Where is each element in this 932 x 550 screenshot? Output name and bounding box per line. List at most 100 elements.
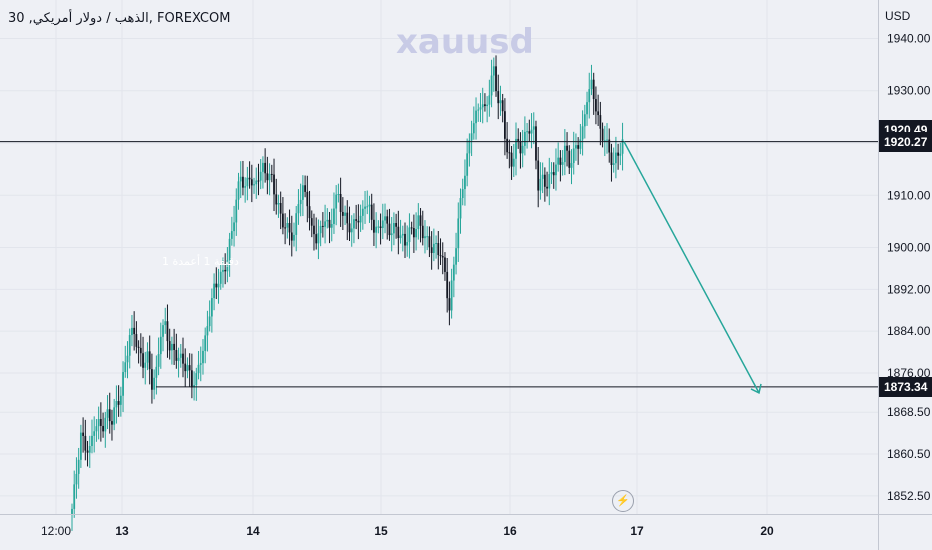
candle-body bbox=[406, 242, 409, 246]
candle-body bbox=[390, 233, 393, 236]
candle-body bbox=[284, 227, 287, 229]
candle-body bbox=[459, 198, 462, 219]
candle-body bbox=[415, 229, 417, 238]
candle-body bbox=[266, 173, 269, 181]
candle-body bbox=[444, 257, 446, 272]
lightning-icon[interactable]: ⚡ bbox=[612, 490, 634, 512]
x-tick-label: 13 bbox=[115, 524, 129, 538]
candle-body bbox=[439, 255, 442, 257]
x-tick-label: 12:00 bbox=[41, 524, 71, 538]
candle-body bbox=[606, 139, 608, 141]
candle-body bbox=[419, 215, 422, 226]
candle-body bbox=[159, 336, 162, 355]
candle-body bbox=[515, 138, 517, 159]
candle-body bbox=[450, 280, 453, 311]
candle-body bbox=[199, 363, 202, 365]
candle-body bbox=[177, 357, 180, 361]
y-tick-label: 1852.50 bbox=[887, 489, 931, 503]
candle-body bbox=[563, 145, 566, 163]
candle-body bbox=[184, 363, 187, 372]
candle-body bbox=[84, 435, 87, 451]
candle-body bbox=[572, 148, 575, 164]
candle-body bbox=[122, 372, 124, 396]
candle-body bbox=[86, 450, 89, 453]
candle-body bbox=[330, 224, 333, 228]
candle-body bbox=[326, 219, 329, 222]
candle-body bbox=[144, 362, 147, 368]
candle-body bbox=[131, 327, 133, 336]
candle-body bbox=[617, 152, 620, 156]
candle-body bbox=[124, 362, 127, 373]
candle-body bbox=[179, 353, 182, 358]
candle-body bbox=[479, 107, 482, 110]
candle-body bbox=[361, 208, 364, 216]
candle-body bbox=[233, 222, 235, 232]
candle-body bbox=[155, 366, 158, 378]
candle-body bbox=[115, 401, 118, 408]
candle-body bbox=[308, 206, 311, 219]
symbol-title[interactable]: الذهب / دولار أمريكي, 30, FOREXCOM bbox=[8, 11, 231, 26]
candle-body bbox=[106, 409, 109, 418]
candle-body bbox=[239, 176, 242, 182]
y-tick-label: 1900.00 bbox=[887, 241, 931, 255]
candle-body bbox=[157, 354, 160, 367]
candle-body bbox=[293, 234, 295, 241]
candle-body bbox=[246, 177, 249, 187]
candle-body bbox=[175, 350, 178, 361]
candle-body bbox=[162, 325, 164, 337]
candle-body bbox=[182, 353, 184, 364]
candle-body bbox=[393, 223, 395, 234]
candle-body bbox=[381, 220, 384, 228]
candle-body bbox=[370, 204, 373, 220]
candle-body bbox=[104, 417, 107, 432]
candle-body bbox=[117, 401, 120, 405]
horizontal-lines bbox=[0, 141, 878, 388]
candle-body bbox=[228, 238, 231, 261]
candle-body bbox=[341, 211, 344, 216]
candle-body bbox=[186, 365, 189, 372]
candle-body bbox=[219, 271, 222, 284]
candle-body bbox=[346, 212, 349, 224]
candle-body bbox=[213, 283, 215, 299]
candle-body bbox=[217, 283, 220, 288]
candle-body bbox=[366, 206, 369, 208]
candle-body bbox=[297, 204, 300, 214]
candle-body bbox=[610, 152, 613, 165]
y-tick-label: 1884.00 bbox=[887, 324, 931, 338]
candle-body bbox=[315, 234, 318, 244]
candle-body bbox=[421, 225, 424, 239]
y-tick-label: 1940.00 bbox=[887, 31, 931, 45]
candle-body bbox=[210, 298, 213, 317]
candle-body bbox=[197, 364, 200, 374]
candle-body bbox=[355, 219, 358, 221]
candle-body bbox=[353, 219, 355, 229]
x-tick-label: 17 bbox=[630, 524, 644, 538]
candle-body bbox=[492, 66, 495, 76]
candle-body bbox=[535, 126, 537, 161]
candle-body bbox=[333, 208, 335, 225]
candle-body bbox=[250, 179, 253, 186]
x-tick-label: 16 bbox=[503, 524, 517, 538]
projection-arrow[interactable] bbox=[623, 141, 762, 395]
candle-body bbox=[506, 138, 509, 153]
candle-body bbox=[612, 163, 615, 165]
candle-body bbox=[111, 421, 113, 425]
candle-body bbox=[377, 226, 380, 228]
candle-body bbox=[601, 128, 604, 141]
candle-body bbox=[168, 341, 171, 351]
candle-body bbox=[550, 172, 553, 175]
grid bbox=[0, 0, 878, 514]
candle-body bbox=[464, 175, 466, 190]
candle-body bbox=[388, 223, 391, 236]
candle-body bbox=[248, 177, 251, 180]
candle-body bbox=[530, 129, 533, 134]
candle-body bbox=[432, 243, 435, 254]
candle-body bbox=[579, 139, 582, 149]
candle-body bbox=[88, 446, 91, 453]
candle-body bbox=[73, 484, 76, 509]
candle-body bbox=[368, 204, 371, 207]
candle-body bbox=[435, 243, 437, 245]
candle-body bbox=[583, 114, 586, 127]
